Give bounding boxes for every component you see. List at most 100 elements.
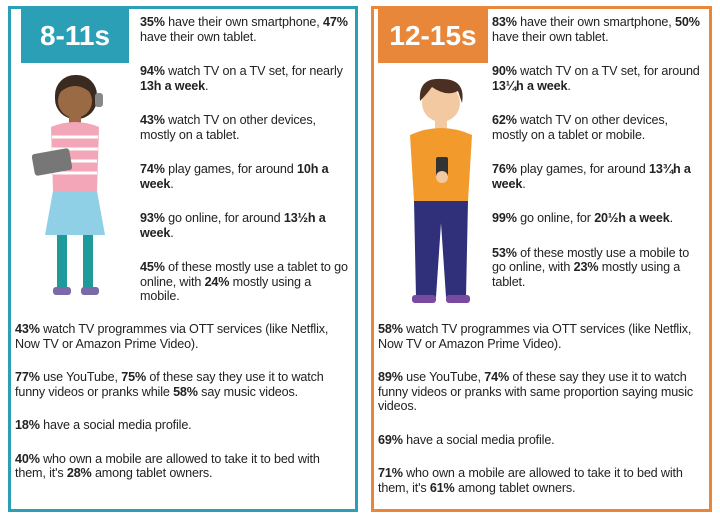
statement: 90% watch TV on a TV set, for around 13¼… xyxy=(492,64,700,93)
stat-text: of these say they use it to watch funny … xyxy=(378,370,693,413)
stat-highlight: 90% xyxy=(492,64,517,78)
age-label: 8-11s xyxy=(21,9,129,63)
stat-highlight: 24% xyxy=(204,274,230,289)
stat-text: . xyxy=(522,176,526,191)
stat-highlight: 75% xyxy=(121,370,146,384)
statement: 83% have their own smartphone, 50% have … xyxy=(492,15,700,44)
stat-text: go online, for around xyxy=(164,211,284,225)
stat-text: who own a mobile are allowed to take it … xyxy=(378,466,683,495)
statement: 74% play games, for around 10h a week. xyxy=(140,162,352,191)
stat-highlight: 47% xyxy=(322,15,348,29)
stat-text: have their own smartphone, xyxy=(164,15,323,29)
stat-highlight: 50% xyxy=(674,15,700,29)
stat-text: play games, for around xyxy=(516,162,649,176)
statement: 62% watch TV on other devices, mostly on… xyxy=(492,113,700,142)
stat-text: mostly using a tablet. xyxy=(492,260,681,289)
boy-illustration xyxy=(410,78,472,303)
stat-text: . xyxy=(170,176,174,191)
stat-text: . xyxy=(205,78,209,93)
stat-highlight: 23% xyxy=(573,260,599,274)
statement: 53% of these mostly use a mobile to go o… xyxy=(492,246,700,290)
statement: 69% have a social media profile. xyxy=(378,433,704,448)
stat-highlight: 13½h a week xyxy=(140,211,326,240)
stat-highlight: 13¾h a week xyxy=(492,162,691,191)
bottom-list: 43% watch TV programmes via OTT services… xyxy=(15,322,345,500)
stat-text: . xyxy=(567,78,571,93)
stat-text: use YouTube, xyxy=(39,370,122,384)
stat-highlight: 62% xyxy=(492,113,517,127)
stat-text: watch TV on a TV set, for nearly xyxy=(164,64,343,78)
stat-highlight: 89% xyxy=(378,370,403,384)
stat-text: have their own tablet. xyxy=(140,29,257,44)
age-label: 12-15s xyxy=(378,9,488,63)
girl-illustration xyxy=(31,75,105,295)
stat-text: go online, for xyxy=(516,211,595,225)
stat-highlight: 71% xyxy=(378,466,403,480)
stat-highlight: 94% xyxy=(140,64,165,78)
bottom-list: 58% watch TV programmes via OTT services… xyxy=(378,322,704,514)
stat-highlight: 18% xyxy=(15,418,40,432)
statement: 76% play games, for around 13¾h a week. xyxy=(492,162,700,191)
stat-text: watch TV programmes via OTT services (li… xyxy=(378,322,692,351)
top-list: 83% have their own smartphone, 50% have … xyxy=(492,15,700,309)
statement: 93% go online, for around 13½h a week. xyxy=(140,211,352,240)
stat-highlight: 28% xyxy=(66,466,92,480)
statement: 94% watch TV on a TV set, for nearly 13h… xyxy=(140,64,352,93)
stat-highlight: 69% xyxy=(378,432,403,447)
stat-highlight: 58% xyxy=(378,322,403,336)
stat-text: among tablet owners. xyxy=(91,466,213,480)
stat-highlight: 13¼h a week xyxy=(492,78,568,93)
stat-text: watch TV on other devices, mostly on a t… xyxy=(140,113,316,142)
stat-text: have a social media profile. xyxy=(39,418,192,432)
statement: 43% watch TV programmes via OTT services… xyxy=(15,322,345,351)
stat-highlight: 93% xyxy=(140,211,165,225)
stat-text: among tablet owners. xyxy=(454,480,576,495)
stat-highlight: 74% xyxy=(140,162,165,176)
stat-highlight: 20½h a week xyxy=(594,211,670,225)
stat-highlight: 40% xyxy=(15,451,40,466)
stat-text: of these say they use it to watch funny … xyxy=(15,370,324,399)
panel: 8-11s 35% have their own smartphone, 47%… xyxy=(8,6,358,512)
statement: 58% watch TV programmes via OTT services… xyxy=(378,322,704,351)
statement: 40% who own a mobile are allowed to take… xyxy=(15,452,345,481)
stat-highlight: 43% xyxy=(15,322,40,336)
statement: 43% watch TV on other devices, mostly on… xyxy=(140,113,352,142)
stat-text: have their own tablet. xyxy=(492,29,609,44)
stat-text: play games, for around xyxy=(164,162,297,176)
stat-highlight: 61% xyxy=(429,480,455,495)
top-list: 35% have their own smartphone, 47% have … xyxy=(140,15,352,324)
stat-text: mostly using a mobile. xyxy=(140,274,312,304)
statement: 99% go online, for 20½h a week. xyxy=(492,211,700,226)
statement: 71% who own a mobile are allowed to take… xyxy=(378,466,704,495)
stat-text: have a social media profile. xyxy=(402,432,555,447)
statement: 77% use YouTube, 75% of these say they u… xyxy=(15,370,345,399)
statement: 45% of these mostly use a tablet to go o… xyxy=(140,260,352,304)
stat-text: of these mostly use a tablet to go onlin… xyxy=(140,260,348,289)
stat-highlight: 77% xyxy=(15,370,40,384)
stat-text: . xyxy=(170,225,174,240)
stat-highlight: 76% xyxy=(492,162,517,176)
panel: 12-15s 83% have their own smartphone, 50… xyxy=(371,6,712,512)
stat-text: have their own smartphone, xyxy=(516,15,675,29)
stat-text: who own a mobile are allowed to take it … xyxy=(15,451,320,481)
stat-highlight: 13h a week xyxy=(140,78,206,93)
stat-highlight: 58% xyxy=(173,384,198,399)
stat-text: use YouTube, xyxy=(402,370,485,384)
stat-text: watch TV programmes via OTT services (li… xyxy=(15,322,329,351)
stat-highlight: 10h a week xyxy=(140,162,329,191)
stat-highlight: 99% xyxy=(492,211,517,225)
stat-highlight: 35% xyxy=(140,15,165,29)
statement: 89% use YouTube, 74% of these say they u… xyxy=(378,370,704,414)
stat-text: watch TV on other devices, mostly on a t… xyxy=(492,113,668,142)
statement: 18% have a social media profile. xyxy=(15,418,345,433)
stat-highlight: 74% xyxy=(484,370,509,384)
stat-text: say music videos. xyxy=(197,384,299,399)
stat-highlight: 53% xyxy=(492,245,517,260)
stat-highlight: 83% xyxy=(492,15,517,29)
stat-text: watch TV on a TV set, for around xyxy=(516,64,700,78)
stat-text: . xyxy=(669,211,674,225)
stat-highlight: 45% xyxy=(140,260,165,274)
stat-highlight: 43% xyxy=(140,113,165,127)
stat-text: of these mostly use a mobile to go onlin… xyxy=(492,245,690,275)
